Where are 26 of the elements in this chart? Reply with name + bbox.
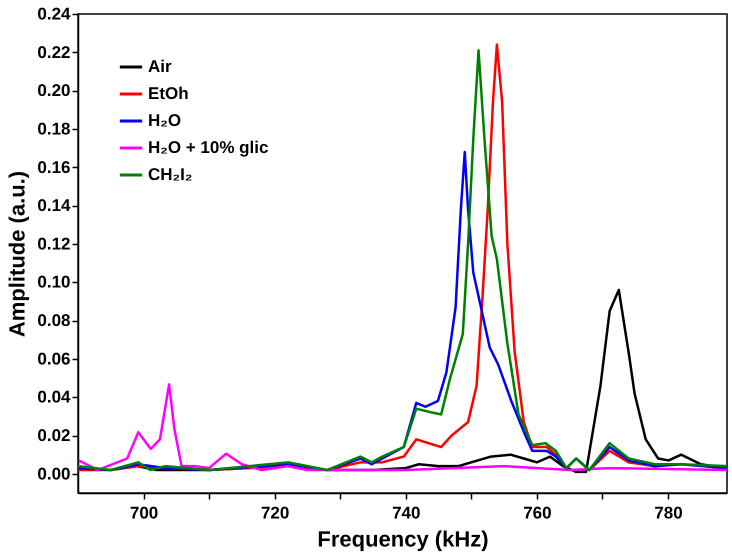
x-tick-label: 740 xyxy=(392,504,420,522)
legend-label: H₂O xyxy=(148,111,182,130)
y-tick-label: 0.20 xyxy=(37,81,70,100)
y-tick-label: 0.02 xyxy=(37,426,70,446)
y-tick-label: 0.16 xyxy=(37,158,70,177)
legend-label: Air xyxy=(148,57,172,76)
x-tick-label: 720 xyxy=(260,504,290,522)
legend-label: EtOh xyxy=(148,84,189,103)
x-tick-label: 760 xyxy=(523,504,552,522)
legend-label: H₂O + 10% glic xyxy=(148,138,268,157)
y-tick-label: 0.24 xyxy=(37,4,72,24)
y-tick-label: 0.12 xyxy=(37,234,70,254)
y-tick-label: 0.10 xyxy=(37,272,70,292)
x-tick-label: 780 xyxy=(654,504,683,522)
y-axis-title: Amplitude (a.u.) xyxy=(4,170,30,338)
y-tick-label: 0.08 xyxy=(37,311,70,330)
y-tick-label: 0.04 xyxy=(37,388,72,407)
y-tick-label: 0.22 xyxy=(37,42,70,62)
legend-label: CH₂I₂ xyxy=(148,165,192,184)
line-series xyxy=(78,383,727,472)
x-axis-title: Frequency (kHz) xyxy=(317,526,489,552)
y-tick-label: 0.00 xyxy=(37,464,70,484)
x-tick-label: 700 xyxy=(130,504,158,522)
y-tick-label: 0.14 xyxy=(37,196,72,216)
y-tick-label: 0.06 xyxy=(37,349,70,368)
y-tick-label: 0.18 xyxy=(37,119,70,138)
